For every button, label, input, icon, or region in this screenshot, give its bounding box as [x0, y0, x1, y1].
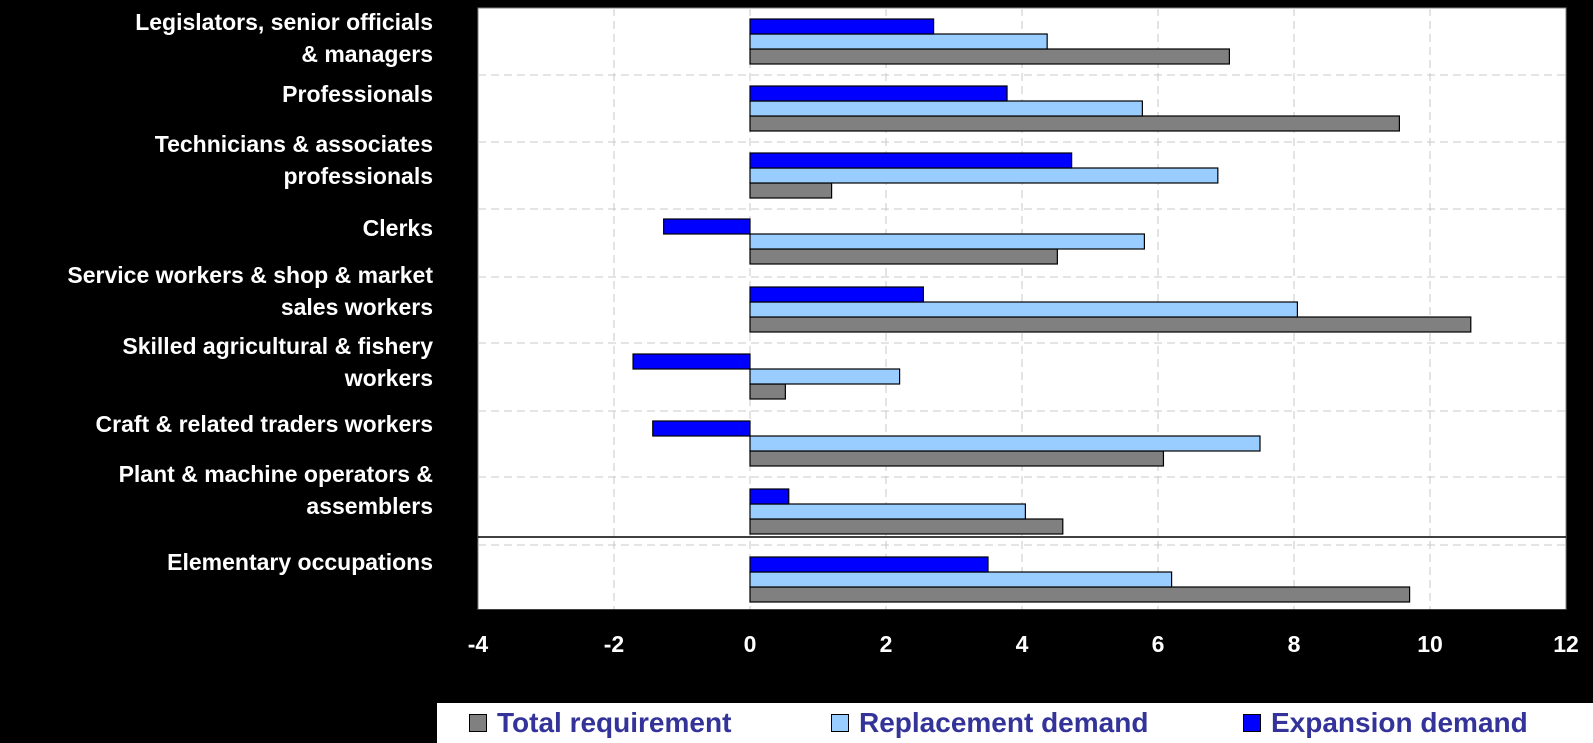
category-label: workers: [344, 365, 433, 391]
x-tick-label: 6: [1152, 631, 1165, 657]
bar-replacement-demand: [749, 33, 1048, 50]
bar-expansion-demand: [632, 353, 751, 370]
bar-total-requirement: [749, 115, 1401, 132]
category-label: Craft & related traders workers: [96, 411, 433, 437]
bar-total-requirement: [749, 248, 1058, 265]
bar-expansion-demand: [749, 556, 989, 573]
x-tick-label: 10: [1417, 631, 1443, 657]
bar-replacement-demand: [749, 435, 1261, 452]
bar-total-requirement: [749, 450, 1165, 467]
legend-item: Replacement demand: [831, 707, 1148, 739]
category-label: sales workers: [281, 294, 433, 320]
bar-total-requirement: [749, 518, 1064, 535]
category-label: Legislators, senior officials: [135, 9, 433, 35]
bar-total-requirement: [749, 182, 833, 199]
x-tick-label: 12: [1553, 631, 1579, 657]
x-tick-label: 4: [1016, 631, 1029, 657]
category-label: & managers: [301, 41, 433, 67]
bar-replacement-demand: [749, 167, 1219, 184]
x-tick-label: 8: [1288, 631, 1301, 657]
legend-label: Total requirement: [497, 707, 732, 738]
x-tick-label: 2: [880, 631, 893, 657]
category-label: Plant & machine operators &: [119, 461, 433, 487]
legend-swatch: [469, 714, 487, 732]
bar-expansion-demand: [663, 218, 751, 235]
bar-replacement-demand: [749, 503, 1026, 520]
legend: Total requirement Replacement demand Expan…: [437, 703, 1593, 743]
legend-swatch: [831, 714, 849, 732]
bar-replacement-demand: [749, 233, 1145, 250]
legend-label: Replacement demand: [859, 707, 1149, 738]
category-label: assemblers: [306, 493, 433, 519]
legend-label: Expansion demand: [1271, 707, 1528, 738]
bar-replacement-demand: [749, 100, 1143, 117]
bar-replacement-demand: [749, 571, 1173, 588]
category-label: Skilled agricultural & fishery: [122, 333, 433, 359]
bar-total-requirement: [749, 48, 1230, 65]
category-label: professionals: [283, 163, 433, 189]
bar-replacement-demand: [749, 301, 1299, 318]
bar-expansion-demand: [749, 152, 1073, 169]
bar-total-requirement: [749, 383, 786, 400]
bar-expansion-demand: [749, 18, 935, 35]
bar-total-requirement: [749, 586, 1411, 603]
category-label: Professionals: [282, 81, 433, 107]
bar-expansion-demand: [749, 488, 790, 505]
bar-expansion-demand: [749, 85, 1008, 102]
x-tick-label: -4: [468, 631, 489, 657]
category-label: Technicians & associates: [155, 131, 433, 157]
legend-item: Expansion demand: [1243, 707, 1528, 739]
legend-item: Total requirement: [469, 707, 731, 739]
x-tick-label: -2: [604, 631, 624, 657]
bar-expansion-demand: [652, 420, 751, 437]
legend-swatch: [1243, 714, 1261, 732]
bar-replacement-demand: [749, 368, 901, 385]
bar-expansion-demand: [749, 286, 924, 303]
category-label: Elementary occupations: [167, 549, 433, 575]
category-label: Service workers & shop & market: [67, 262, 433, 288]
category-label: Clerks: [363, 215, 433, 241]
bar-total-requirement: [749, 316, 1472, 333]
x-tick-label: 0: [744, 631, 757, 657]
